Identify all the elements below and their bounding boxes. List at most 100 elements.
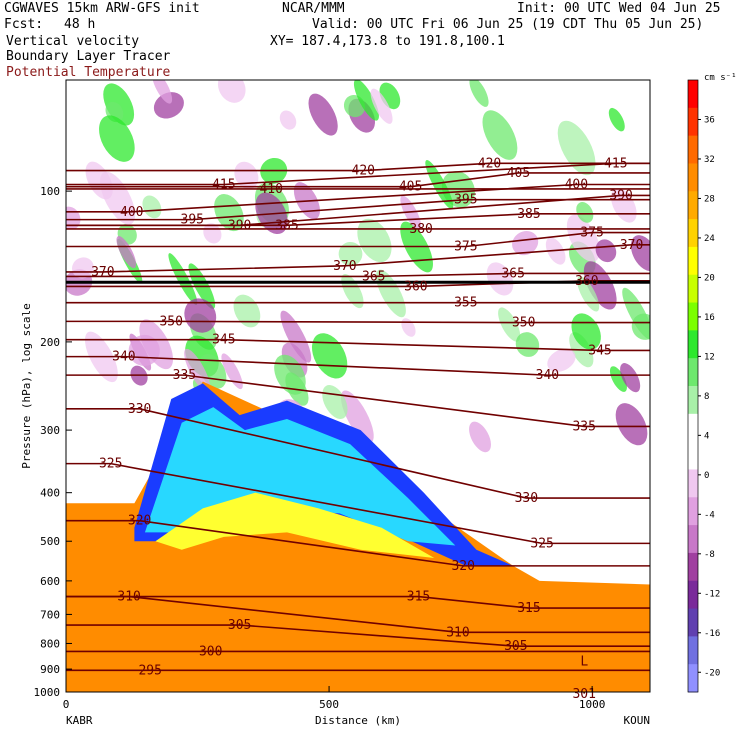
theta-label: 340 [112,350,135,365]
vertical-velocity-cell [99,115,135,162]
fcst-value: 48 h [64,17,96,32]
theta-label: 370 [620,238,643,253]
theta-label: 420 [478,156,501,171]
vertical-velocity-cell [482,110,518,160]
colorbar-swatch [688,219,698,248]
colorbar-swatch [688,163,698,192]
theta-label: 320 [128,514,151,529]
bottom-contour-label: 301 [572,687,595,702]
vertical-velocity-cell [469,80,489,107]
colorbar-swatch [688,608,698,637]
y-tick-label: 500 [40,535,60,548]
colorbar-swatch [688,80,698,109]
theta-label: 415 [604,156,627,171]
vertical-velocity-cell [280,310,312,363]
theta-label: 310 [117,590,140,605]
theta-label: 300 [199,644,222,659]
colorbar-swatch [688,274,698,304]
colorbar-tick-label: -12 [704,589,720,599]
theta-label: 305 [228,618,251,633]
theta-label: 375 [454,240,477,255]
model-title: CGWAVES 15km ARW-GFS init [4,1,200,16]
colorbar-frame [687,79,699,693]
colorbar-swatch [688,580,698,610]
theta-line [66,198,650,221]
vertical-velocity-cell [221,353,243,390]
colorbar-tick-label: 28 [704,194,715,204]
x-tick-label: 1000 [579,698,606,711]
theta-label: 345 [588,343,611,358]
axes: 0 500 1000 100 200 300 400 500 600 700 800 900 1000 D… [20,185,650,727]
theta-label: 310 [446,625,469,640]
colorbar-tick-label: 36 [704,115,715,125]
theta-line [66,162,650,172]
vertical-velocity-cell [608,107,625,132]
vertical-velocity-cell [486,262,514,296]
theta-label: 405 [507,166,530,181]
colorbar-tick-label: -4 [704,510,715,520]
theta-label: 295 [138,663,161,678]
theta-label: 415 [212,177,235,192]
theta-line [66,183,650,213]
vertical-velocity-cell [595,239,617,263]
vertical-velocity-cell [566,214,600,262]
theta-label: 370 [333,259,356,274]
vertical-velocity-cell [620,363,641,393]
y-tick-label: 100 [40,185,60,198]
theta-label: 315 [407,590,430,605]
y-tick-label: 200 [40,336,60,349]
y-tick-label: 900 [40,663,60,676]
vertical-velocity-cell [615,403,648,446]
theta-label: 335 [572,419,595,434]
colorbar-swatch [688,330,698,359]
y-tick-label: 800 [40,637,60,650]
plot-frame [65,79,651,693]
theta-line [66,172,650,188]
vertical-velocity-cell [557,120,596,176]
theta-label: 325 [530,536,553,551]
theta-label: 315 [517,601,540,616]
vertical-velocity-cell [142,195,162,219]
y-tick-label: 400 [40,487,60,500]
theta-line [66,624,650,647]
theta-label: 330 [515,491,538,506]
vertical-velocity-cell [622,287,650,340]
colorbar: 36 32 28 24 20 16 12 8 4 0 -4 -8 -12 -16 -20 cm s⁻¹ [687,73,737,693]
theta-label: 370 [91,265,114,280]
colorbar-swatch [688,469,698,498]
colorbar-tick-label: 20 [704,273,715,283]
colorbar-tick-label: 8 [704,392,709,402]
theta-line [66,338,650,352]
vertical-velocity-cell [168,253,198,305]
theta-contours [66,162,650,672]
theta-label: 385 [517,207,540,222]
theta-label: 390 [609,188,632,203]
x-endpoint-start: KABR [66,714,93,727]
theta-label: 395 [181,213,204,228]
xy-endpoints: XY= 187.4,173.8 to 191.8,100.1 [270,34,505,49]
vertical-velocity-cell [217,80,246,103]
colorbar-units: cm s⁻¹ [704,73,737,83]
vertical-velocity-cell [469,421,491,453]
colorbar-tick-label: 16 [704,313,715,323]
colorbar-tick-label: 4 [704,431,709,441]
theta-label: 400 [120,205,143,220]
vertical-velocity-cell [311,333,348,379]
init-time: Init: 00 UTC Wed 04 Jun 25 [517,1,721,16]
theta-label: 325 [99,457,122,472]
colorbar-tick-label: -8 [704,550,715,560]
field-vertical-velocity: Vertical velocity [6,34,140,49]
colorbar-swatch [688,135,698,164]
theta-line [66,462,650,545]
colorbar-swatch [688,413,698,443]
theta-label: 395 [454,193,477,208]
theta-line [66,320,650,324]
colorbar-swatch [688,525,698,554]
theta-label: 410 [259,182,282,197]
x-axis-label: Distance (km) [315,714,401,727]
theta-line [66,407,650,499]
theta-line [66,355,650,376]
colorbar-swatch [688,664,698,693]
theta-label: 355 [454,296,477,311]
